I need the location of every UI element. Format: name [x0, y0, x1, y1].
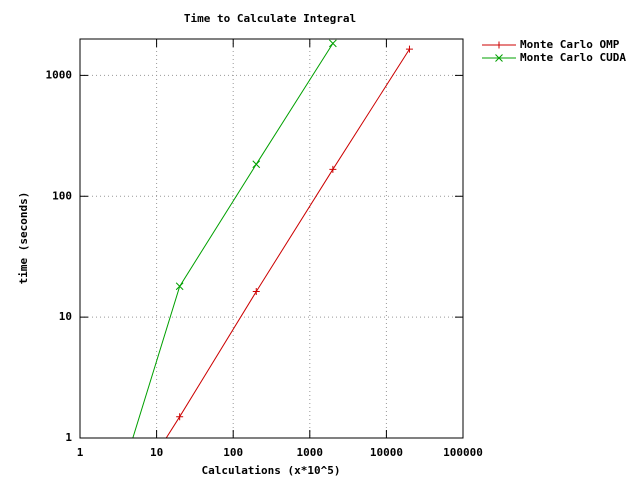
x-tick-label: 10: [150, 446, 163, 459]
x-tick-label: 1: [77, 446, 84, 459]
legend-marker: [495, 54, 503, 62]
grid: [80, 39, 463, 438]
data-point: [252, 287, 260, 295]
legend-marker: [495, 41, 503, 49]
data-point: [329, 165, 337, 173]
y-tick-label: 100: [52, 189, 72, 202]
x-tick-label: 100: [223, 446, 243, 459]
data-point: [252, 160, 261, 169]
x-tick-label: 100000: [443, 446, 483, 459]
legend-label: Monte Carlo OMP: [520, 38, 620, 51]
x-tick-label: 10000: [370, 446, 403, 459]
data-point: [176, 413, 184, 421]
plot-frame: [79, 38, 464, 439]
series-line: [132, 43, 334, 438]
data-point: [405, 45, 413, 53]
y-axis-label: time (seconds): [17, 192, 30, 285]
x-axis-label: Calculations (x*10^5): [201, 464, 340, 477]
legend-label: Monte Carlo CUDA: [520, 51, 626, 64]
plot-area: [132, 39, 413, 438]
data-point: [175, 282, 184, 291]
chart-title: Time to Calculate Integral: [184, 12, 356, 25]
data-point: [329, 39, 337, 48]
y-tick-label: 1: [65, 431, 72, 444]
y-tick-label: 10: [59, 310, 72, 323]
x-tick-label: 1000: [297, 446, 324, 459]
y-tick-label: 1000: [46, 68, 73, 81]
